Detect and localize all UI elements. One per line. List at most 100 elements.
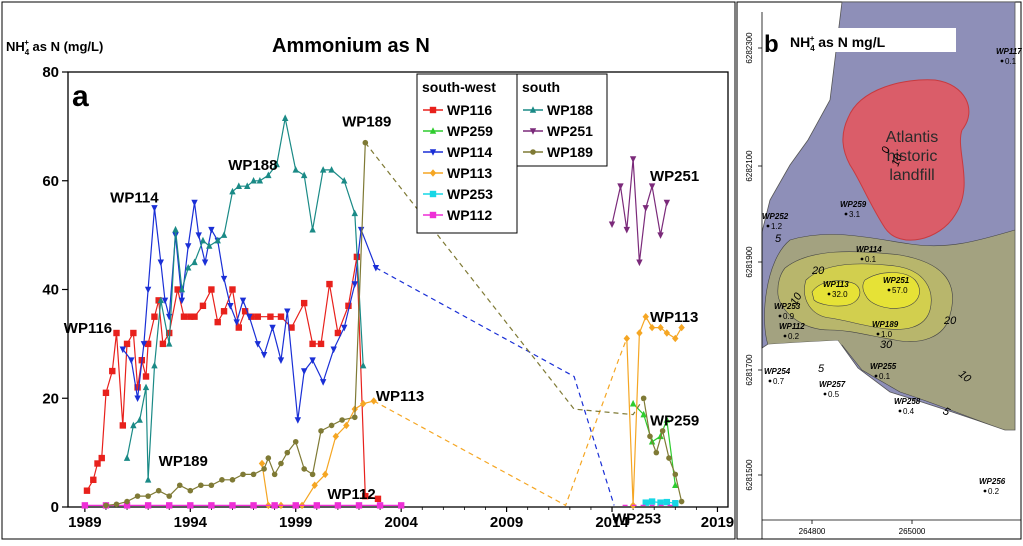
data-point-wp114 [300,368,308,375]
data-point-wp188 [273,160,280,168]
legend-marker-wp251 [529,128,537,135]
data-point-wp189 [666,455,672,461]
data-point-wp116 [83,487,91,494]
data-point-wp113 [343,421,350,430]
legend-label-wp113: WP113 [447,165,492,181]
data-point-wp253 [657,499,664,506]
series-line-wp188 [126,118,364,480]
data-point-wp259 [629,399,637,407]
data-point-wp114 [201,259,209,267]
data-point-wp114 [178,297,186,305]
data-point-wp114 [151,205,158,212]
data-point-wp114 [208,226,215,234]
data-point-wp112 [376,502,384,509]
legend-label-wp259: WP259 [447,123,493,139]
data-point-wp189 [653,449,660,456]
x-tick-label-1994: 1994 [174,514,208,531]
data-point-wp259 [657,432,664,440]
data-point-wp116 [220,308,228,315]
x-tick-label-2019: 2019 [701,514,734,531]
data-point-wp116 [267,313,274,320]
well-dot-wp258 [898,409,902,413]
well-name-wp113: WP113 [823,280,849,289]
well-value-wp253: 0.9 [783,312,795,321]
well-value-wp255: 0.1 [879,372,891,381]
data-point-wp116 [90,476,97,484]
data-point-wp116 [119,422,127,429]
data-point-wp116 [254,313,261,320]
well-name-wp256: WP256 [979,477,1006,486]
data-point-wp189 [261,466,267,472]
well-value-wp252: 1.2 [771,222,783,231]
data-point-wp188 [341,176,348,184]
data-point-wp114 [351,281,358,288]
data-point-wp251 [617,183,624,190]
well-name-wp258: WP258 [894,397,921,406]
data-point-wp189 [659,428,666,434]
data-point-wp188 [151,361,158,369]
series-line-wp259 [632,403,676,486]
data-point-wp188 [309,225,316,233]
data-point-wp188 [244,182,251,189]
data-point-wp188 [319,166,327,173]
data-point-wp114 [233,319,240,326]
y-tick-label-40: 40 [42,282,59,299]
data-point-wp188 [184,263,192,271]
data-point-wp251 [636,259,643,267]
data-point-wp188 [178,285,186,293]
map-y-tick-label-6282300: 6282300 [745,32,754,64]
annotation-wp189: WP189 [159,453,208,470]
data-point-wp253 [642,499,649,506]
data-point-wp114 [191,199,198,207]
map-title: NH4+ as N mg/L [790,34,886,53]
data-point-wp114 [119,346,127,354]
data-point-wp253 [663,498,671,506]
series-wp251 [608,156,671,267]
legend-marker-wp189 [530,149,536,155]
x-tick-label-2004: 2004 [384,514,418,531]
data-point-wp189 [240,471,246,478]
series-wp189 [103,139,685,509]
data-point-wp188 [142,383,150,391]
well-value-wp114: 0.1 [865,255,877,264]
data-point-wp188 [136,416,143,423]
data-point-wp188 [250,176,257,184]
well-name-wp259: WP259 [840,200,867,209]
data-point-wp114 [227,303,234,310]
data-point-wp113 [678,323,685,332]
data-point-wp259 [663,416,671,423]
data-point-wp189 [672,471,679,478]
data-point-wp251 [642,205,649,212]
legend-label-wp112: WP112 [447,207,492,223]
data-point-wp116 [113,329,120,337]
data-point-wp114 [128,357,135,364]
data-point-wp116 [326,280,333,288]
panel-letter-a: a [72,80,89,113]
data-point-wp114 [184,243,192,250]
data-point-wp114 [260,351,268,359]
data-point-wp116 [134,384,141,391]
y-tick-label-20: 20 [42,390,59,407]
legend-marker-wp116 [429,106,437,114]
data-point-wp114 [357,226,365,234]
data-point-wp116 [98,454,105,462]
data-point-wp188 [157,296,164,304]
legend-heading-south-west: south-west [422,79,496,95]
data-point-wp188 [256,176,264,184]
data-point-wp114 [294,417,302,424]
panel-a-border [1,1,736,540]
legend-label-wp189: WP189 [547,144,593,160]
data-point-wp116 [317,340,325,348]
data-point-wp116 [155,297,162,304]
data-point-wp189 [265,455,272,461]
well-name-wp254: WP254 [764,367,791,376]
data-point-wp116 [174,286,181,293]
data-point-wp113 [657,323,664,332]
data-point-wp259 [672,481,679,489]
